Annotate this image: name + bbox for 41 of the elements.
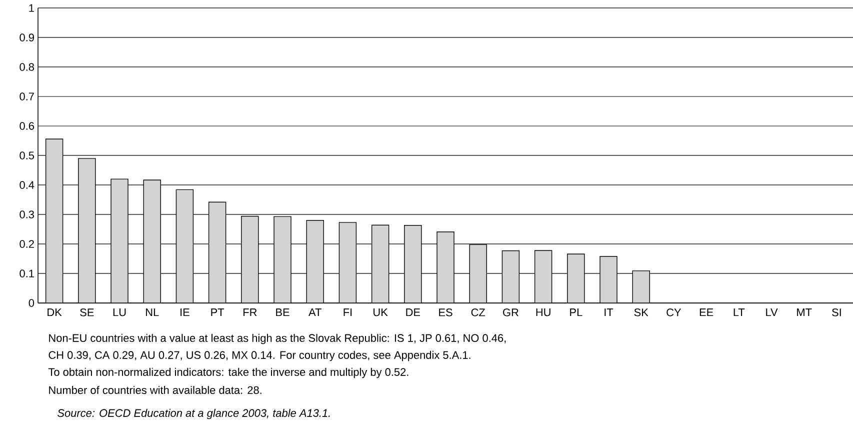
y-tick-label: 0.6 — [20, 122, 34, 130]
x-tick-label: SK — [634, 308, 648, 316]
y-tick-label: 0.8 — [20, 63, 34, 71]
x-tick-label: ES — [439, 308, 452, 316]
x-tick-label: PL — [570, 308, 582, 316]
x-tick-label: GR — [503, 308, 518, 316]
x-tick-label: LV — [766, 308, 778, 316]
y-tick-label: 1 — [29, 4, 34, 12]
y-tick-label: 0 — [28, 299, 34, 307]
x-tick-label: SE — [80, 308, 94, 316]
text: Non-EU countries with a value at least as high as the Slovak Republic: IS 1, JP 0.61, NO 0.46, — [49, 334, 506, 344]
text: CH 0.39, CA 0.29, AU 0.27, US 0.26, MX 0.14. For country codes, see Appendix 5.A.1. — [48, 350, 470, 362]
x-tick-label: MT — [797, 308, 812, 316]
y-tick-label: 0.1 — [20, 270, 34, 278]
text: Number of countries with available data: 28. — [49, 386, 262, 394]
x-tick-label: BE — [276, 308, 290, 316]
text: To obtain non-normalized indicators: take the inverse and multiply by 0.52. — [48, 368, 408, 378]
y-tick-label: 0.5 — [20, 152, 34, 160]
x-tick-label: LU — [113, 308, 126, 316]
x-tick-label: EE — [700, 308, 714, 316]
y-tick-label: 0.9 — [20, 34, 34, 42]
x-tick-label: FI — [344, 308, 352, 316]
x-tick-label: CZ — [471, 308, 486, 316]
y-tick-label: 0.2 — [20, 240, 34, 248]
x-tick-label: PT — [211, 308, 224, 316]
x-tick-label: DE — [406, 308, 420, 316]
y-tick-label: 0.3 — [20, 210, 34, 218]
x-tick-label: LT — [734, 308, 745, 316]
x-tick-label: AT — [308, 308, 322, 316]
y-tick-label: 0.4 — [20, 181, 34, 189]
y-tick-label: 0.7 — [20, 92, 34, 100]
x-tick-label: HU — [536, 308, 550, 316]
x-tick-label: FR — [244, 308, 257, 316]
text: Source: OECD Education at a glance 2003, table A13.1. — [58, 408, 330, 420]
x-tick-label: SI — [832, 308, 841, 316]
x-tick-label: CY — [666, 308, 682, 316]
x-tick-label: IT — [604, 308, 614, 316]
x-tick-label: NL — [146, 308, 159, 316]
x-tick-label: DK — [48, 308, 62, 316]
x-tick-label: UK — [374, 308, 388, 316]
x-tick-label: IE — [180, 308, 190, 316]
